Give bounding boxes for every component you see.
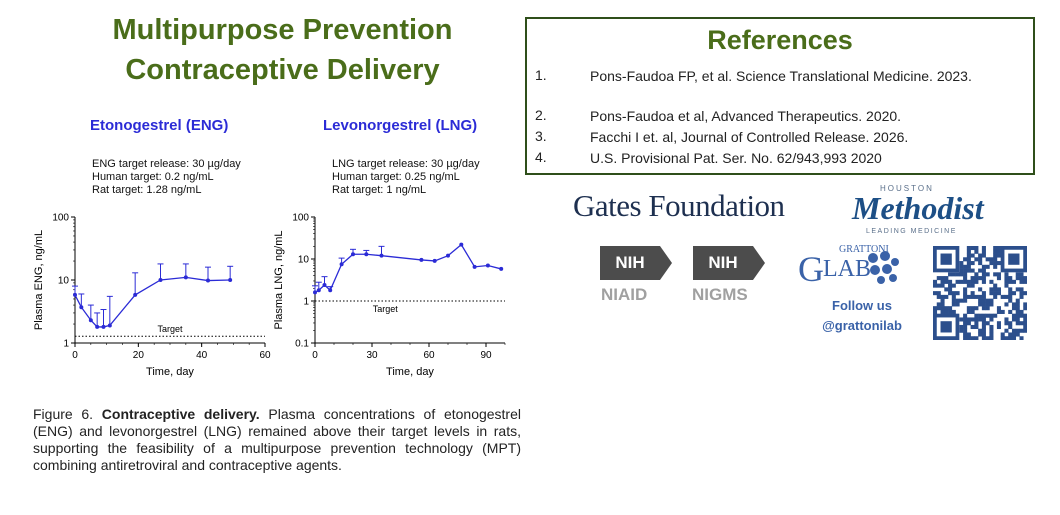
x-tick-label: 60	[423, 350, 435, 361]
caption-text: Plasma concentrations of etonogestrel (E…	[33, 406, 521, 473]
eng-rat-target: Rat target: 1.28 ng/mL	[92, 184, 202, 196]
data-point	[472, 264, 477, 269]
poster-title-line2: Contraceptive Delivery	[125, 54, 440, 86]
y-tick-label: 100	[52, 213, 69, 224]
figure-caption: Figure 6. Contraceptive delivery. Plasma…	[33, 406, 521, 474]
methodist-name: Methodist	[852, 190, 984, 226]
reference-number: 4.	[535, 149, 547, 165]
data-point	[339, 262, 344, 267]
x-tick-label: 0	[312, 350, 318, 361]
nih-chevron-icon	[753, 246, 765, 280]
x-tick-label: 60	[259, 350, 271, 361]
eng-chart: 1 10 100 0 20 40 60 Time, day Plasma ENG, ng/mL T…	[33, 213, 271, 379]
data-point	[133, 292, 138, 297]
grattoni-lab-text: LAB	[823, 256, 871, 282]
x-axis-label: Time, day	[386, 366, 434, 378]
series-line	[314, 243, 502, 293]
methodist-houston-text: HOUSTON	[880, 184, 934, 193]
lng-human-target: Human target: 0.25 ng/mL	[332, 171, 460, 183]
grattoni-small-text: GRATTONI	[839, 244, 889, 255]
reference-number: 1.	[535, 67, 547, 83]
x-tick-label: 20	[133, 350, 145, 361]
x-tick-label: 0	[72, 350, 78, 361]
data-point	[95, 324, 100, 329]
data-point	[79, 305, 84, 310]
data-point	[328, 288, 333, 293]
y-tick-label: 10	[298, 255, 310, 266]
nih-mark: NIH	[693, 246, 753, 280]
y-tick-label: 10	[58, 276, 70, 287]
data-point	[379, 253, 384, 258]
data-point	[101, 324, 106, 329]
data-point	[206, 278, 210, 283]
x-tick-label: 30	[366, 350, 378, 361]
methodist-tagline: LEADING MEDICINE	[866, 228, 957, 235]
reference-number: 2.	[535, 107, 547, 123]
y-tick-label: 1	[303, 297, 309, 308]
data-point	[351, 252, 355, 257]
gates-foundation-logo: Gates Foundation	[573, 188, 785, 223]
nih-mark: NIH	[600, 246, 660, 280]
eng-chart-title: Etonogestrel (ENG)	[90, 117, 229, 134]
y-axis-label: Plasma ENG, ng/mL	[33, 230, 45, 330]
data-point	[313, 290, 317, 295]
y-axis-label: Plasma LNG, ng/mL	[273, 230, 285, 329]
target-label: Target	[157, 324, 183, 334]
lng-chart: 0.1 1 10 100 0 30 60 90 Time, day Plasma LNG, ng/…	[273, 213, 506, 378]
follow-us-text: Follow us	[832, 298, 892, 313]
qr-code[interactable]	[933, 246, 1027, 340]
data-point	[459, 242, 464, 247]
data-point	[499, 266, 504, 271]
data-point	[432, 258, 437, 263]
eng-target-release: ENG target release: 30 µg/day	[92, 158, 241, 170]
qr-finder-center	[940, 253, 952, 265]
reference-text: Facchi I et. al, Journal of Controlled R…	[590, 129, 909, 145]
data-point	[107, 323, 112, 328]
data-point	[419, 257, 424, 262]
nih-chevron-icon	[660, 246, 672, 280]
caption-prefix: Figure 6.	[33, 406, 102, 422]
eng-human-target: Human target: 0.2 ng/mL	[92, 171, 214, 183]
data-point	[322, 283, 327, 288]
y-tick-label: 0.1	[295, 339, 309, 350]
data-point	[485, 263, 490, 268]
lng-target-release: LNG target release: 30 µg/day	[332, 158, 480, 170]
reference-number: 3.	[535, 128, 547, 144]
x-tick-label: 40	[196, 350, 208, 361]
data-point	[446, 253, 450, 258]
references-box: References 1. Pons-Faudoa FP, et al. Sci…	[525, 17, 1035, 175]
grattoni-g-letter: G	[798, 249, 824, 289]
poster-title-line1: Multipurpose Prevention	[112, 14, 453, 46]
y-tick-label: 100	[292, 213, 309, 224]
reference-text: U.S. Provisional Pat. Ser. No. 62/943,99…	[590, 150, 882, 166]
eng-target-info: ENG target release: 30 µg/day Human targ…	[92, 158, 241, 197]
lng-target-info: LNG target release: 30 µg/day Human targ…	[332, 158, 480, 197]
data-point	[88, 318, 93, 323]
lng-rat-target: Rat target: 1 ng/mL	[332, 184, 427, 196]
caption-bold: Contraceptive delivery.	[101, 406, 260, 422]
qr-finder-center	[940, 321, 952, 333]
grattoni-handle-link[interactable]: @grattonilab	[822, 318, 902, 333]
data-point	[316, 288, 321, 293]
x-axis-label: Time, day	[146, 366, 194, 378]
qr-finder-center	[1008, 253, 1020, 265]
series-line	[74, 276, 231, 328]
data-point	[73, 292, 77, 297]
y-tick-label: 1	[63, 339, 69, 350]
reference-text: Pons-Faudoa FP, et al. Science Translati…	[590, 68, 972, 84]
reference-text: Pons-Faudoa et al, Advanced Therapeutics…	[590, 108, 902, 124]
data-point	[364, 252, 369, 257]
references-heading: References	[707, 25, 853, 55]
nigms-label: NIGMS	[692, 285, 748, 304]
data-point	[158, 278, 163, 282]
niaid-label: NIAID	[601, 285, 648, 304]
data-point	[183, 275, 188, 280]
target-label: Target	[373, 304, 399, 314]
x-tick-label: 90	[480, 350, 492, 361]
data-point	[228, 278, 233, 282]
molecule-dots-icon	[868, 251, 899, 284]
lng-chart-title: Levonorgestrel (LNG)	[323, 117, 478, 134]
